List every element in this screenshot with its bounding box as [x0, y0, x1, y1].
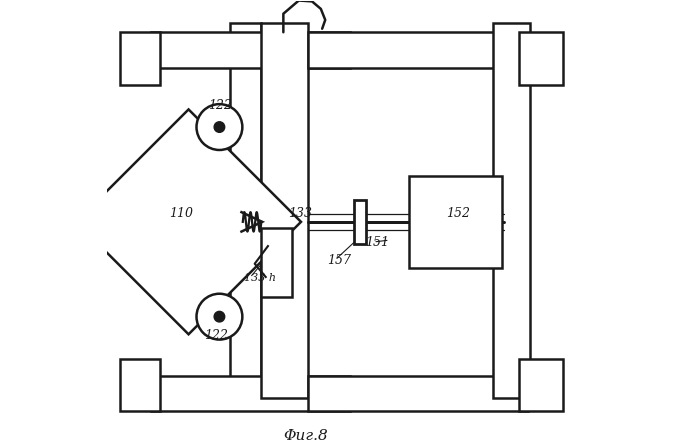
Bar — [261, 24, 308, 398]
Bar — [261, 228, 292, 297]
Bar — [151, 376, 350, 412]
Polygon shape — [76, 109, 301, 334]
Bar — [231, 24, 261, 398]
Text: 122: 122 — [208, 99, 232, 113]
Text: 110: 110 — [168, 207, 193, 220]
Bar — [120, 359, 160, 412]
Bar — [151, 32, 350, 68]
Circle shape — [196, 294, 243, 340]
Text: Φиг.8: Φиг.8 — [283, 429, 328, 443]
Bar — [493, 24, 531, 398]
Bar — [308, 376, 528, 412]
Bar — [519, 359, 563, 412]
Text: 151: 151 — [365, 236, 389, 249]
Text: 157: 157 — [327, 254, 352, 267]
Bar — [354, 200, 366, 244]
Circle shape — [214, 312, 224, 322]
Text: 133 h: 133 h — [244, 273, 275, 283]
Bar — [519, 32, 563, 85]
Text: 122: 122 — [204, 329, 228, 342]
Bar — [120, 32, 160, 85]
Bar — [409, 176, 502, 268]
Text: 152: 152 — [447, 207, 470, 220]
Text: 133: 133 — [288, 207, 312, 220]
Circle shape — [196, 104, 243, 150]
Circle shape — [214, 122, 224, 132]
Bar — [308, 32, 528, 68]
